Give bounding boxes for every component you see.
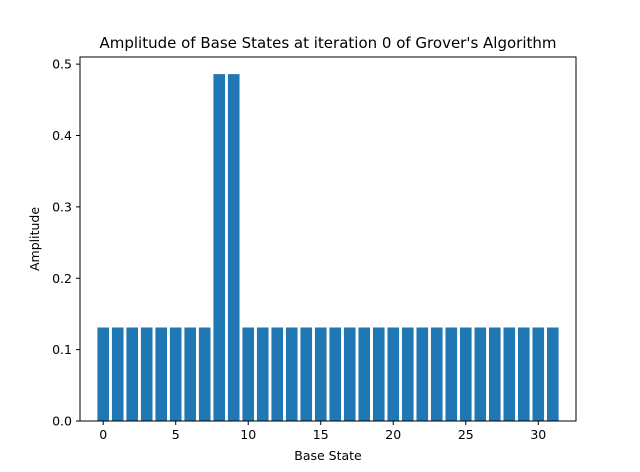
bar-state-29 xyxy=(517,327,530,421)
bars-group xyxy=(97,74,559,421)
x-tick-label: 10 xyxy=(240,427,256,442)
bar-state-30 xyxy=(532,327,545,421)
plot-frame xyxy=(79,56,577,422)
y-tick-label: 0.2 xyxy=(52,271,72,286)
bar-state-9 xyxy=(227,74,240,421)
bar-state-24 xyxy=(445,327,458,421)
bar-state-18 xyxy=(358,327,371,421)
bar-state-31 xyxy=(546,327,559,421)
bar-state-3 xyxy=(140,327,153,421)
x-ticks: 0 5 10 15 20 25 30 xyxy=(99,421,546,442)
x-tick-label: 20 xyxy=(385,427,401,442)
bar-state-26 xyxy=(474,327,487,421)
bar-state-8 xyxy=(213,74,226,421)
bar-state-1 xyxy=(111,327,124,421)
bar-state-21 xyxy=(401,327,414,421)
x-tick-label: 30 xyxy=(530,427,546,442)
bar-state-0 xyxy=(97,327,109,421)
y-axis-label: Amplitude xyxy=(27,207,42,271)
bar-state-13 xyxy=(285,327,298,421)
bar-state-17 xyxy=(343,327,356,421)
bar-state-19 xyxy=(372,327,385,421)
bar-state-7 xyxy=(198,327,211,421)
x-axis-label: Base State xyxy=(294,448,362,463)
bar-state-11 xyxy=(256,327,269,421)
bar-state-28 xyxy=(503,327,516,421)
y-tick-label: 0.3 xyxy=(52,199,72,214)
y-ticks: 0.0 0.1 0.2 0.3 0.4 0.5 xyxy=(52,57,80,429)
bar-state-14 xyxy=(300,327,313,421)
bar-state-2 xyxy=(126,327,139,421)
bar-state-12 xyxy=(271,327,284,421)
chart-title: Amplitude of Base States at iteration 0 … xyxy=(99,34,556,52)
bar-state-10 xyxy=(242,327,255,421)
bar-state-25 xyxy=(459,327,472,421)
bar-state-5 xyxy=(169,327,182,421)
bar-state-20 xyxy=(387,327,400,421)
bar-state-6 xyxy=(184,327,197,421)
bar-state-15 xyxy=(314,327,327,421)
bar-state-4 xyxy=(155,327,168,421)
x-tick-label: 5 xyxy=(172,427,180,442)
y-tick-label: 0.4 xyxy=(52,128,72,143)
y-tick-label: 0.5 xyxy=(52,57,72,72)
x-tick-label: 15 xyxy=(313,427,329,442)
bar-state-23 xyxy=(430,327,443,421)
x-tick-label: 25 xyxy=(458,427,474,442)
bar-state-22 xyxy=(416,327,429,421)
y-tick-label: 0.0 xyxy=(52,414,72,429)
bar-state-27 xyxy=(488,327,501,421)
bar-state-16 xyxy=(329,327,342,421)
y-tick-label: 0.1 xyxy=(52,342,72,357)
x-tick-label: 0 xyxy=(99,427,107,442)
